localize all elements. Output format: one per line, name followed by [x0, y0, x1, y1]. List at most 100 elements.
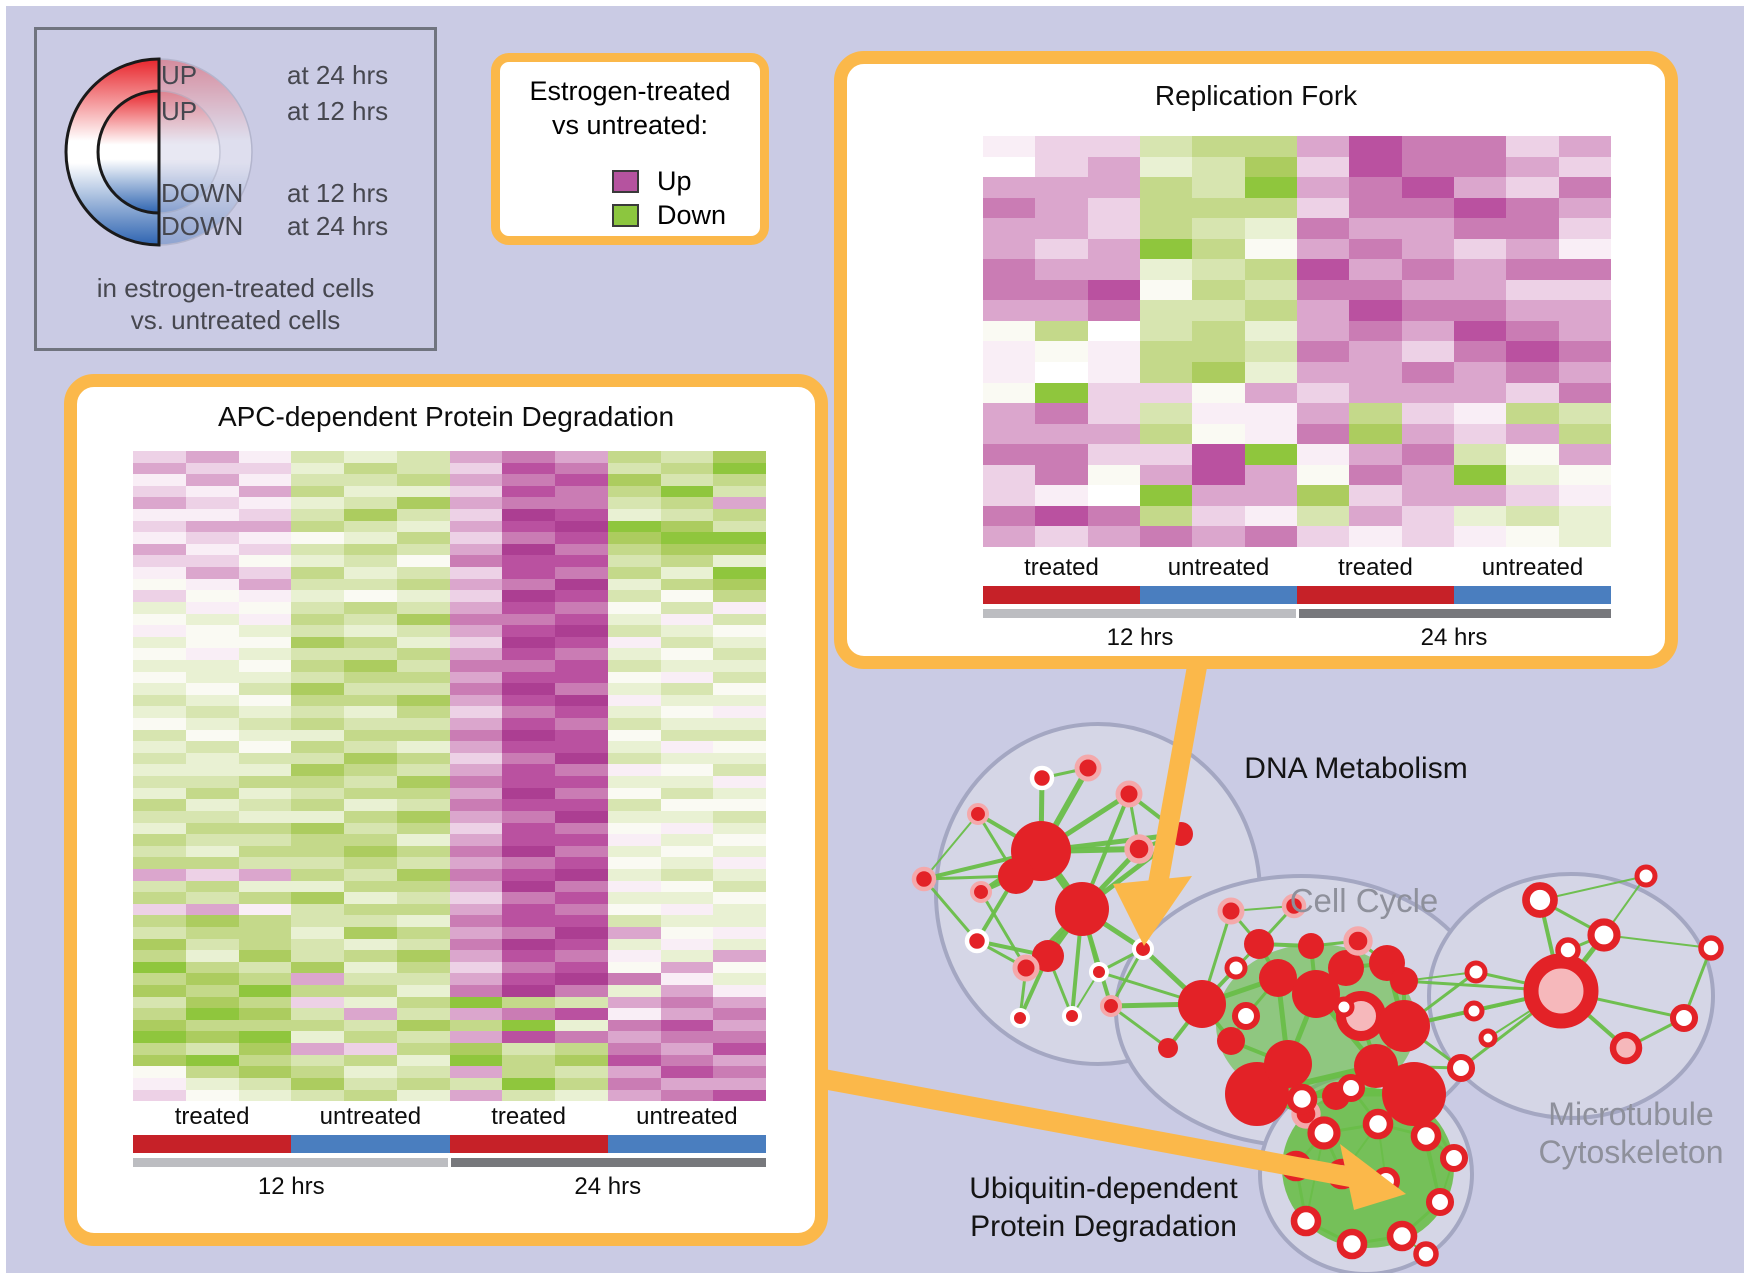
time-label: 12 hrs — [1106, 624, 1174, 651]
heatmap-cell — [660, 578, 714, 591]
heatmap-cell — [502, 718, 555, 730]
heatmap-cell — [660, 590, 714, 602]
heatmap-row — [133, 868, 766, 881]
heatmap-cell — [185, 1031, 239, 1044]
heatmap-cell — [185, 648, 239, 660]
heatmap-cell — [1349, 423, 1402, 445]
network-node-ring-pink — [1217, 897, 1245, 925]
heatmap-cell — [555, 462, 608, 475]
heatmap-cell — [238, 799, 292, 811]
heatmap-cell — [502, 636, 555, 649]
heatmap-cell — [396, 822, 450, 835]
heatmap-cell — [607, 451, 661, 463]
heatmap-cell — [660, 776, 714, 788]
heatmap-cell — [983, 300, 1036, 321]
condition-bar-segment — [607, 1135, 766, 1153]
heatmap-cell — [713, 996, 766, 1009]
heatmap-cell — [238, 497, 292, 510]
heatmap-cell — [344, 822, 397, 835]
heatmap-cell — [185, 764, 239, 777]
heatmap-cell — [449, 1031, 503, 1044]
concentric-circles-gradient-icon — [64, 57, 253, 247]
heatmap-cell — [344, 706, 397, 719]
heatmap-row — [983, 279, 1611, 301]
network-edge — [922, 878, 979, 942]
network-node-ring-white — [1010, 1008, 1030, 1028]
heatmap-row — [133, 543, 766, 556]
heatmap-cell — [607, 857, 661, 869]
heatmap-cell — [1558, 341, 1611, 363]
heatmap-cell — [1139, 218, 1193, 239]
heatmap-cell — [449, 601, 503, 614]
heatmap-cell — [713, 776, 766, 788]
heatmap-cell — [502, 985, 555, 997]
heatmap-cell — [396, 1089, 450, 1102]
network-node-ring-pink — [969, 880, 993, 904]
heatmap-cell — [344, 903, 397, 916]
heatmap-cell — [185, 636, 239, 649]
heatmap-cell — [502, 880, 555, 893]
network-node-donut — [1224, 956, 1248, 980]
heatmap-cell — [449, 1043, 503, 1055]
heatmap-cell — [1558, 320, 1611, 342]
heatmap-cell — [396, 1066, 450, 1078]
heatmap-row — [983, 136, 1611, 157]
heatmap-cell — [185, 1043, 239, 1055]
heatmap-cell — [555, 613, 608, 626]
heatmap-cell — [1087, 177, 1140, 198]
timepoint-circle-legend: UP at 24 hrs UP at 12 hrs DOWN at 12 hrs… — [34, 27, 437, 351]
heatmap-row — [133, 776, 766, 788]
heatmap-cell — [1244, 362, 1297, 383]
condition-label: untreated — [319, 1103, 422, 1130]
heatmap-cell — [449, 578, 503, 591]
heatmap-row — [133, 509, 766, 521]
heatmap-cell — [555, 520, 608, 533]
heatmap-cell — [660, 601, 714, 614]
heatmap-cell — [133, 1031, 186, 1044]
heatmap-cell — [555, 625, 608, 637]
heatmap-cell — [1453, 156, 1507, 178]
heatmap-cell — [449, 741, 503, 753]
heatmap-cell — [1453, 279, 1507, 301]
heatmap-cell — [449, 1019, 503, 1032]
heatmap-row — [133, 915, 766, 927]
heatmap-cell — [713, 578, 766, 591]
heatmap-cell — [1244, 259, 1297, 280]
heatmap-row — [133, 834, 766, 846]
heatmap-row — [983, 485, 1611, 506]
heatmap-row — [133, 659, 766, 672]
heatmap-row — [133, 845, 766, 858]
heatmap-cell — [1035, 136, 1088, 157]
heatmap-cell — [502, 532, 555, 544]
heatmap-cell — [291, 1019, 344, 1032]
heatmap-cell — [607, 892, 661, 904]
heatmap-cell — [1087, 444, 1140, 465]
heatmap-cell — [396, 810, 450, 823]
heatmap-cell — [344, 776, 397, 788]
heatmap-cell — [660, 938, 714, 951]
heatmap-cell — [396, 683, 450, 695]
heatmap-cell — [502, 648, 555, 660]
heatmap-cell — [607, 926, 661, 939]
heatmap-cell — [449, 776, 503, 788]
heatmap-cell — [1192, 218, 1245, 239]
heatmap-cell — [1349, 382, 1402, 404]
heatmap-cell — [713, 474, 766, 486]
condition-bar-segment — [1297, 586, 1454, 604]
heatmap-cell — [1035, 341, 1088, 363]
apc-condition-labels: treated untreated treated untreated — [133, 1103, 766, 1131]
heatmap-cell — [660, 451, 714, 463]
heatmap-cell — [1506, 259, 1559, 280]
heatmap-cell — [449, 1008, 503, 1020]
heatmap-cell — [291, 520, 344, 533]
heatmap-cell — [396, 834, 450, 846]
heatmap-cell — [238, 543, 292, 556]
heatmap-cell — [502, 973, 555, 986]
heatmap-cell — [344, 996, 397, 1009]
network-node-solid — [1259, 959, 1297, 997]
heatmap-cell — [396, 787, 450, 800]
heatmap-cell — [133, 590, 186, 602]
heatmap-cell — [502, 729, 555, 742]
heatmap-cell — [713, 985, 766, 997]
heatmap-cell — [1244, 341, 1297, 363]
